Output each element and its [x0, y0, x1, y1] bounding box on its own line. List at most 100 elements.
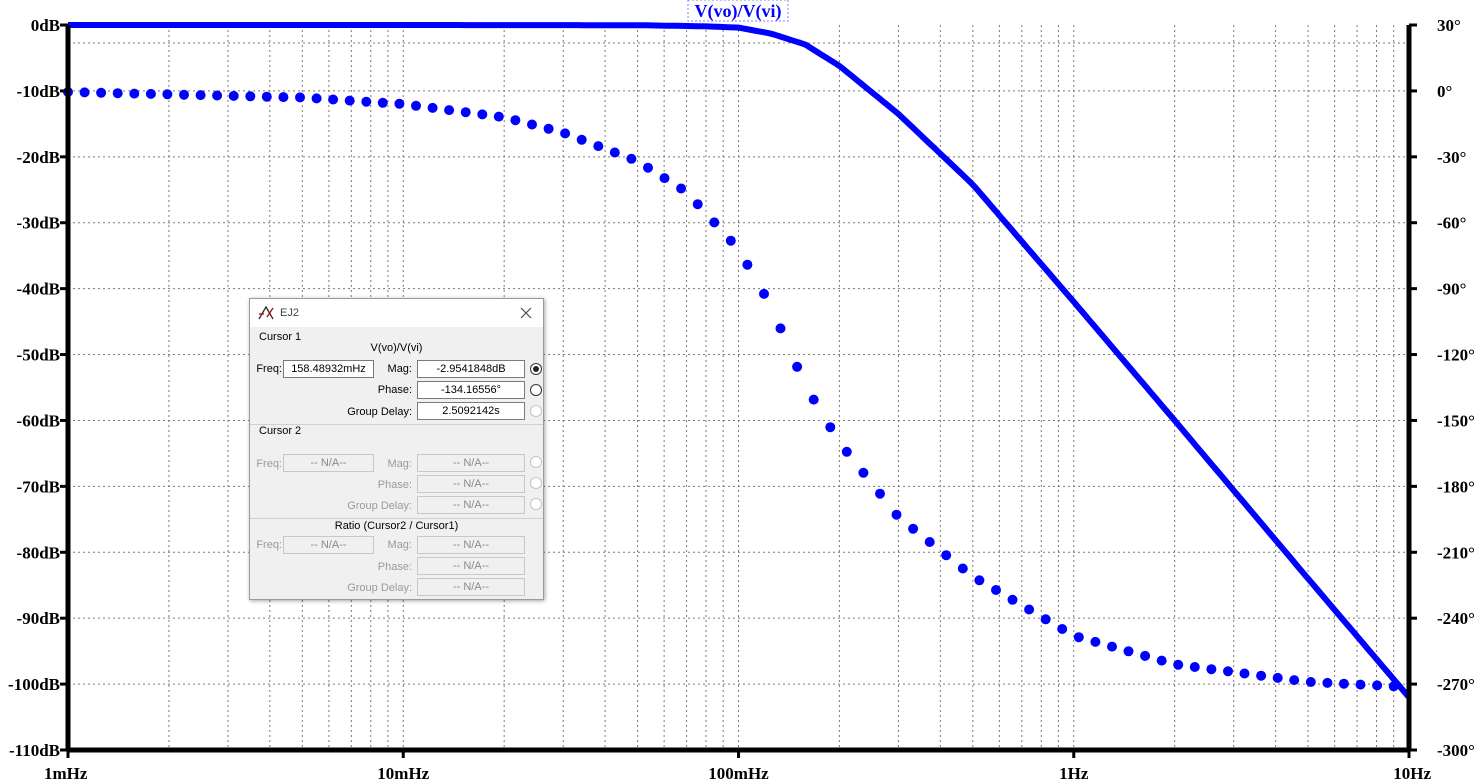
ratio-delay-field[interactable]: -- N/A--	[417, 578, 525, 596]
phase-trace-dot	[1140, 650, 1151, 661]
cursor1-group-label: Cursor 1	[259, 331, 302, 343]
cursor2-delay-label: Group Delay:	[347, 500, 412, 512]
phase-trace-dot	[941, 550, 952, 561]
ratio-group-label: Ratio (Cursor2 / Cursor1)	[334, 520, 459, 532]
ratio-freq-field[interactable]: -- N/A--	[283, 536, 374, 554]
ratio-separator	[250, 518, 543, 519]
phase-trace-dot	[1239, 668, 1250, 679]
phase-trace-dot	[112, 88, 123, 99]
phase-trace-dot	[1206, 664, 1217, 675]
cursor1-mag-field[interactable]: -2.9541848dB	[417, 360, 525, 378]
right-tick-label: -300°	[1437, 741, 1474, 760]
right-tick-label: 30°	[1437, 16, 1461, 35]
ratio-delay-label: Group Delay:	[347, 582, 412, 594]
phase-trace-dot	[1123, 646, 1134, 657]
grid	[68, 25, 1409, 750]
cursor-app-icon	[258, 305, 274, 320]
phase-trace-dot	[974, 575, 985, 586]
cursor-window[interactable]: EJ2 Cursor 1 V(vo)/V(vi) Freq: 158.48932…	[249, 298, 544, 600]
phase-trace-dot	[792, 361, 803, 372]
left-tick-label: -40dB	[17, 280, 60, 299]
close-icon[interactable]	[515, 303, 537, 323]
phase-trace-dot	[1073, 632, 1084, 643]
ratio-phase-field[interactable]: -- N/A--	[417, 557, 525, 575]
phase-trace-dot	[1388, 681, 1399, 692]
phase-trace-dot	[278, 92, 289, 103]
trace-title[interactable]: V(vo)/V(vi)	[695, 1, 782, 22]
phase-trace-dot	[1338, 678, 1349, 689]
cursor1-delay-field[interactable]: 2.5092142s	[417, 402, 525, 420]
trace-title-frame	[687, 0, 789, 22]
left-tick-label: -100dB	[8, 675, 60, 694]
cursor1-phase-radio[interactable]	[530, 384, 542, 396]
right-tick-label: -180°	[1437, 477, 1474, 496]
phase-trace-dot	[460, 107, 471, 118]
cursor2-mag-field[interactable]: -- N/A--	[417, 454, 525, 472]
phase-trace-dot	[1040, 614, 1051, 625]
cursor1-freq-field[interactable]: 158.48932mHz	[283, 360, 374, 378]
phase-trace-dot	[295, 92, 305, 103]
phase-trace-dot	[1057, 624, 1068, 634]
left-tick-label: -70dB	[17, 477, 60, 496]
phase-trace-dot	[311, 93, 322, 104]
cursor2-delay-field[interactable]: -- N/A--	[417, 496, 525, 514]
cursor2-freq-label: Freq:	[256, 458, 282, 470]
phase-trace-dot	[212, 90, 223, 101]
phase-trace-dot	[957, 563, 968, 574]
phase-trace-dot	[1173, 659, 1184, 670]
phase-trace-dot	[924, 537, 935, 547]
bottom-tick-label: 10mHz	[377, 764, 429, 783]
phase-trace-dot	[576, 134, 587, 145]
left-tick-label: -50dB	[17, 346, 60, 365]
cursor2-phase-field[interactable]: -- N/A--	[417, 475, 525, 493]
phase-trace-dot	[527, 119, 537, 130]
cursor2-mag-radio[interactable]	[530, 456, 542, 468]
cursor2-delay-radio[interactable]	[530, 498, 542, 510]
phase-trace-dot	[643, 162, 653, 173]
ratio-freq-label: Freq:	[256, 539, 282, 551]
cursor-window-title: EJ2	[280, 307, 299, 319]
phase-trace-dot	[179, 89, 189, 100]
phase-trace-dot	[709, 217, 720, 228]
cursor1-mag-radio[interactable]	[530, 363, 542, 375]
left-tick-label: -10dB	[17, 82, 60, 101]
axes	[60, 23, 1417, 758]
phase-trace-dot	[908, 523, 919, 534]
cursor1-separator	[250, 424, 543, 425]
phase-trace-dot	[1107, 641, 1117, 652]
phase-trace-dot	[1223, 666, 1233, 677]
cursor1-delay-label: Group Delay:	[347, 406, 412, 418]
ratio-phase-label: Phase:	[377, 561, 412, 573]
phase-trace-dot	[195, 90, 206, 101]
phase-trace-dot	[228, 90, 239, 101]
phase-trace-dot	[1305, 677, 1316, 687]
phase-trace-dot	[1322, 677, 1333, 688]
cursor2-phase-radio[interactable]	[530, 477, 542, 489]
phase-trace-dot	[891, 509, 902, 520]
right-tick-label: -60°	[1437, 214, 1466, 233]
phase-trace-dot	[145, 88, 156, 99]
right-tick-label: -270°	[1437, 675, 1474, 694]
phase-trace-dot	[1272, 672, 1283, 683]
bottom-tick-label: 10Hz	[1393, 764, 1431, 783]
phase-trace-dot	[543, 123, 554, 134]
cursor-window-titlebar[interactable]: EJ2	[250, 299, 543, 327]
phase-trace-dot	[775, 323, 786, 334]
phase-trace-dot	[1355, 679, 1366, 690]
ratio-mag-label: Mag:	[387, 539, 412, 551]
phase-trace-dot	[444, 105, 455, 116]
ratio-mag-field[interactable]: -- N/A--	[417, 536, 525, 554]
left-tick-label: -60dB	[17, 411, 60, 430]
right-tick-label: -90°	[1437, 280, 1466, 299]
phase-trace-dot	[825, 422, 836, 433]
phase-trace-dot	[659, 173, 670, 184]
right-tick-label: -30°	[1437, 148, 1466, 167]
phase-trace-dot	[1007, 594, 1018, 605]
cursor1-phase-field[interactable]: -134.16556°	[417, 381, 525, 399]
cursor1-delay-radio[interactable]	[530, 405, 542, 417]
cursor2-freq-field[interactable]: -- N/A--	[283, 454, 374, 472]
cursor1-trace-name: V(vo)/V(vi)	[370, 342, 423, 354]
phase-trace-dot	[361, 96, 372, 107]
left-tick-label: -80dB	[17, 543, 60, 562]
